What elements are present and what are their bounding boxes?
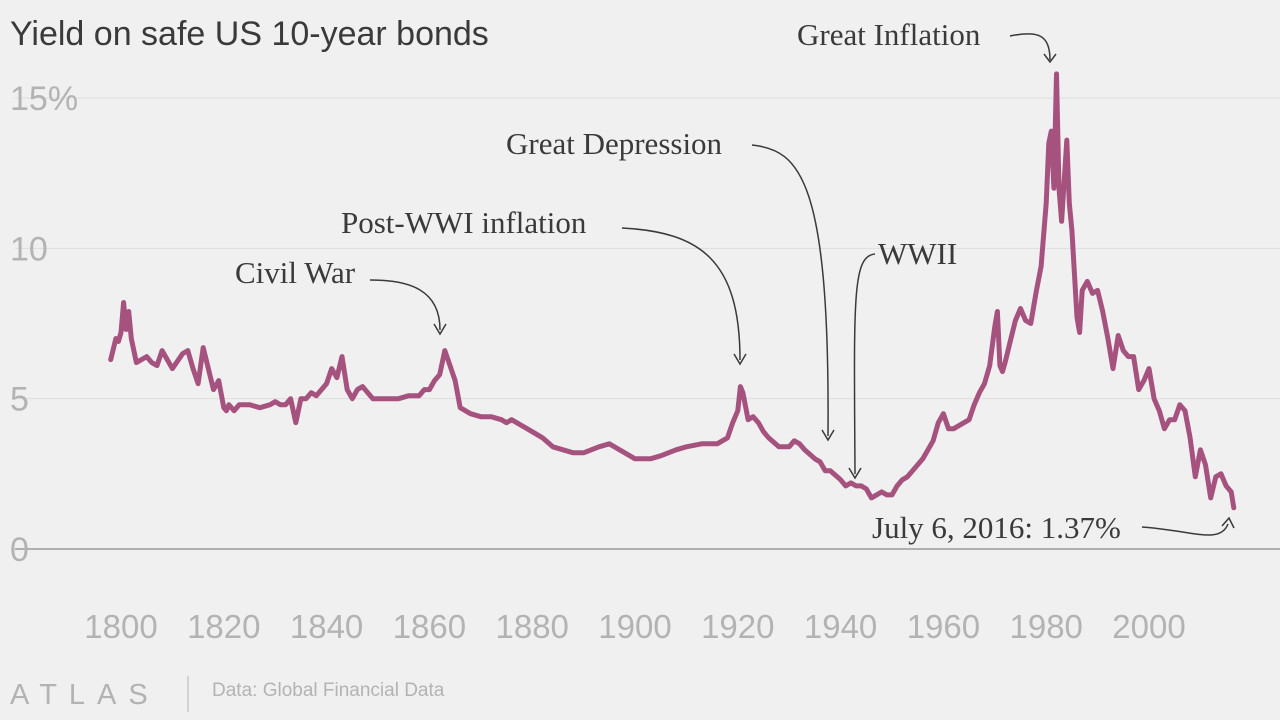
y-tick-label: 10 xyxy=(10,230,48,268)
x-tick-label: 1800 xyxy=(84,608,157,645)
x-tick-label: 1820 xyxy=(187,608,260,645)
annotation-great-depression: Great Depression xyxy=(506,126,723,161)
great-depression-arrow xyxy=(751,144,829,437)
annotations xyxy=(369,33,1235,536)
wwii-arrowhead xyxy=(848,467,862,480)
x-tick-label: 1840 xyxy=(290,608,363,645)
annotation-wwii: WWII xyxy=(878,236,957,271)
great-inflation-arrow xyxy=(1009,33,1051,61)
x-tick-label: 1960 xyxy=(907,608,980,645)
x-axis: 1800 1820 1840 1860 1880 1900 1920 1940 1960 1980… xyxy=(84,608,1185,645)
y-tick-label: 0 xyxy=(10,531,29,569)
civil-war-arrowhead xyxy=(433,323,447,336)
gridlines xyxy=(15,97,1280,550)
annotation-great-inflation: Great Inflation xyxy=(797,17,981,52)
x-tick-label: 1980 xyxy=(1009,608,1082,645)
y-axis: 0 5 10 15% xyxy=(10,80,78,569)
x-tick-label: 1860 xyxy=(393,608,466,645)
great-depression-arrowhead xyxy=(821,429,835,442)
great-inflation-arrowhead xyxy=(1043,53,1057,64)
x-tick-label: 1920 xyxy=(701,608,774,645)
chart-title: Yield on safe US 10-year bonds xyxy=(10,15,489,53)
atlas-logo: ATLAS xyxy=(10,679,160,711)
july-2016-arrowhead xyxy=(1221,516,1235,529)
y-tick-label: 5 xyxy=(10,381,29,419)
x-tick-label: 1880 xyxy=(495,608,568,645)
x-tick-label: 2000 xyxy=(1112,608,1185,645)
post-wwi-arrow xyxy=(621,227,741,361)
footer: ATLAS Data: Global Financial Data xyxy=(10,676,445,712)
july-2016-arrow xyxy=(1141,523,1229,536)
civil-war-arrow xyxy=(369,279,441,331)
wwii-arrow xyxy=(853,253,876,475)
x-tick-label: 1900 xyxy=(598,608,671,645)
data-source: Data: Global Financial Data xyxy=(212,680,445,701)
yield-line xyxy=(108,71,1237,511)
x-tick-label: 1940 xyxy=(804,608,877,645)
y-tick-label: 15% xyxy=(10,80,78,118)
annotation-july-2016: July 6, 2016: 1.37% xyxy=(872,510,1121,545)
post-wwi-arrowhead xyxy=(733,353,747,366)
annotation-labels: Great Inflation Great Depression Post-WW… xyxy=(235,17,1121,545)
annotation-post-wwi-inflation: Post-WWI inflation xyxy=(341,205,587,240)
annotation-civil-war: Civil War xyxy=(235,255,356,290)
